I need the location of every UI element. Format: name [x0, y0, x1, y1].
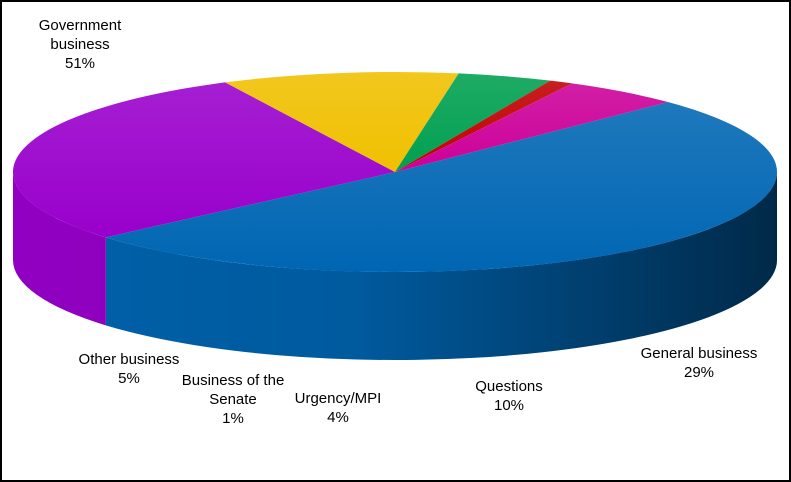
category-label: Business of the Senate — [181, 372, 285, 408]
data-label: Other business 5% — [59, 350, 199, 388]
data-label: General business 29% — [624, 344, 774, 382]
side-shade — [105, 172, 778, 360]
top-gloss — [12, 82, 395, 238]
top-gloss — [225, 72, 459, 172]
category-label: Urgency/MPI — [294, 390, 382, 407]
value-label: 4% — [327, 409, 349, 426]
data-label: Business of the Senate 1% — [163, 371, 303, 428]
top-gloss — [395, 83, 668, 172]
value-label: 5% — [118, 370, 140, 387]
value-label: 10% — [493, 397, 525, 414]
side-shade — [13, 172, 106, 326]
data-label: Government business 51% — [20, 16, 140, 73]
value-label: 29% — [683, 364, 715, 381]
top-gloss — [395, 73, 551, 172]
data-label: Urgency/MPI 4% — [278, 389, 398, 427]
category-label: Questions — [475, 378, 543, 395]
value-label: 1% — [222, 410, 244, 427]
category-label: General business — [640, 345, 758, 362]
top-gloss — [395, 80, 572, 172]
top-gloss — [105, 102, 777, 272]
data-label: Questions 10% — [449, 377, 569, 415]
category-label: Government business — [38, 17, 122, 53]
value-label: 51% — [64, 55, 96, 72]
category-label: Other business — [78, 351, 180, 368]
